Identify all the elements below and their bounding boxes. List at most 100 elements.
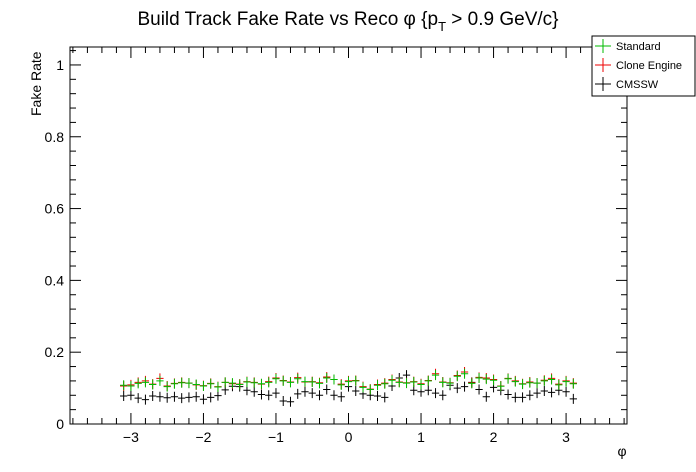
y-tick-label: 0.8 <box>45 129 65 145</box>
data-point-standard <box>185 378 193 389</box>
data-point-standard <box>504 373 512 384</box>
data-point-cmssw <box>250 386 258 397</box>
data-point-cmssw <box>533 388 541 399</box>
data-point-standard <box>170 378 179 389</box>
data-point-cmssw <box>547 387 556 398</box>
data-point-cmssw <box>272 388 280 399</box>
data-point-standard <box>192 379 200 390</box>
y-tick-label: 0.4 <box>45 272 65 288</box>
data-points <box>120 366 577 407</box>
data-point-standard <box>555 379 563 390</box>
data-point-cmssw <box>192 391 200 402</box>
data-point-cmssw <box>323 384 331 395</box>
chart-title-rest: > 0.9 GeV/c} <box>446 9 559 30</box>
data-point-cmssw <box>178 393 186 404</box>
x-tick-label: −3 <box>123 429 139 445</box>
data-point-standard <box>352 375 360 386</box>
data-point-standard <box>569 378 577 389</box>
data-point-cmssw <box>279 396 287 407</box>
data-point-standard <box>286 377 295 388</box>
data-point-standard <box>207 378 215 389</box>
data-point-standard <box>250 377 258 388</box>
chart-title: Build Track Fake Rate vs Reco φ {pT > 0.… <box>137 9 558 34</box>
data-point-cmssw <box>120 390 128 401</box>
x-tick-label: −2 <box>195 429 211 445</box>
data-point-cmssw <box>439 390 447 401</box>
data-point-standard <box>489 375 498 386</box>
y-tick-label: 0 <box>56 416 64 432</box>
legend-label-standard: Standard <box>616 41 661 53</box>
data-point-standard <box>424 375 432 386</box>
data-point-cmssw <box>540 385 548 396</box>
data-point-cmssw <box>431 388 440 399</box>
y-tick-label: 0.6 <box>45 201 65 217</box>
data-point-standard <box>562 376 570 387</box>
data-point-standard <box>547 374 556 385</box>
data-point-standard <box>228 378 237 389</box>
data-point-standard <box>141 377 150 388</box>
data-point-standard <box>337 379 345 390</box>
data-point-standard <box>236 379 244 390</box>
data-point-cmssw <box>381 392 389 403</box>
data-point-standard <box>315 378 324 389</box>
data-point-cmssw <box>569 393 577 404</box>
data-point-cmssw <box>315 390 324 401</box>
data-point-cmssw <box>482 391 490 402</box>
data-point-cmssw <box>257 389 266 400</box>
legend-marker-cmssw <box>595 77 611 91</box>
data-point-cmssw <box>199 394 208 405</box>
x-axis-title: φ <box>617 443 626 459</box>
data-point-cmssw <box>127 390 135 401</box>
data-point-standard <box>388 375 396 386</box>
data-point-standard <box>272 373 280 384</box>
data-point-standard <box>453 371 461 382</box>
data-point-standard <box>120 380 128 391</box>
data-point-cmssw <box>337 391 345 402</box>
data-point-standard <box>323 373 331 384</box>
data-point-standard <box>431 370 440 381</box>
data-point-standard <box>402 378 411 389</box>
legend: Standard Clone Engine CMSSW <box>591 35 696 97</box>
chart-title-subscript: T <box>438 19 446 34</box>
data-point-standard <box>533 378 541 389</box>
data-point-cmssw <box>373 390 382 401</box>
x-tick-label: 3 <box>562 429 570 445</box>
data-point-standard <box>257 378 266 389</box>
data-point-cmssw <box>265 390 273 401</box>
data-point-standard <box>301 376 309 387</box>
data-point-standard <box>511 376 519 387</box>
chart-title-main: Build Track Fake Rate vs Reco φ {p <box>137 9 438 30</box>
data-point-standard <box>265 377 273 388</box>
data-point-standard <box>178 377 186 388</box>
data-point-standard <box>395 377 403 388</box>
data-point-standard <box>243 376 251 387</box>
legend-marker-clone-engine <box>595 58 611 72</box>
x-tick-label: −1 <box>268 429 284 445</box>
data-point-cmssw <box>156 391 164 402</box>
axis-tick-labels: −3 −2 −1 0 1 2 3 0 0.2 0.4 0.6 0.8 1 <box>45 57 571 445</box>
data-point-cmssw <box>214 390 222 401</box>
data-point-standard <box>381 378 389 389</box>
data-point-standard <box>149 379 157 390</box>
data-point-standard <box>127 380 135 391</box>
data-point-cmssw <box>460 381 469 392</box>
data-point-cmssw <box>286 396 295 407</box>
data-point-cmssw <box>475 384 483 395</box>
data-point-cmssw <box>207 392 215 403</box>
data-point-cmssw <box>308 388 316 399</box>
data-point-standard <box>468 378 476 389</box>
data-point-standard <box>475 373 483 384</box>
data-point-cmssw <box>141 394 150 405</box>
series-standard <box>120 368 577 395</box>
data-point-standard <box>214 382 222 393</box>
x-tick-label: 2 <box>490 429 498 445</box>
data-point-cmssw <box>294 388 302 399</box>
legend-label-clone-engine: Clone Engine <box>616 60 682 72</box>
data-point-standard <box>526 377 534 388</box>
y-axis-title: Fake Rate <box>28 51 44 116</box>
data-point-cmssw <box>562 386 570 397</box>
data-point-standard <box>199 380 208 391</box>
data-point-cmssw <box>526 390 534 401</box>
data-point-cmssw <box>352 385 360 396</box>
